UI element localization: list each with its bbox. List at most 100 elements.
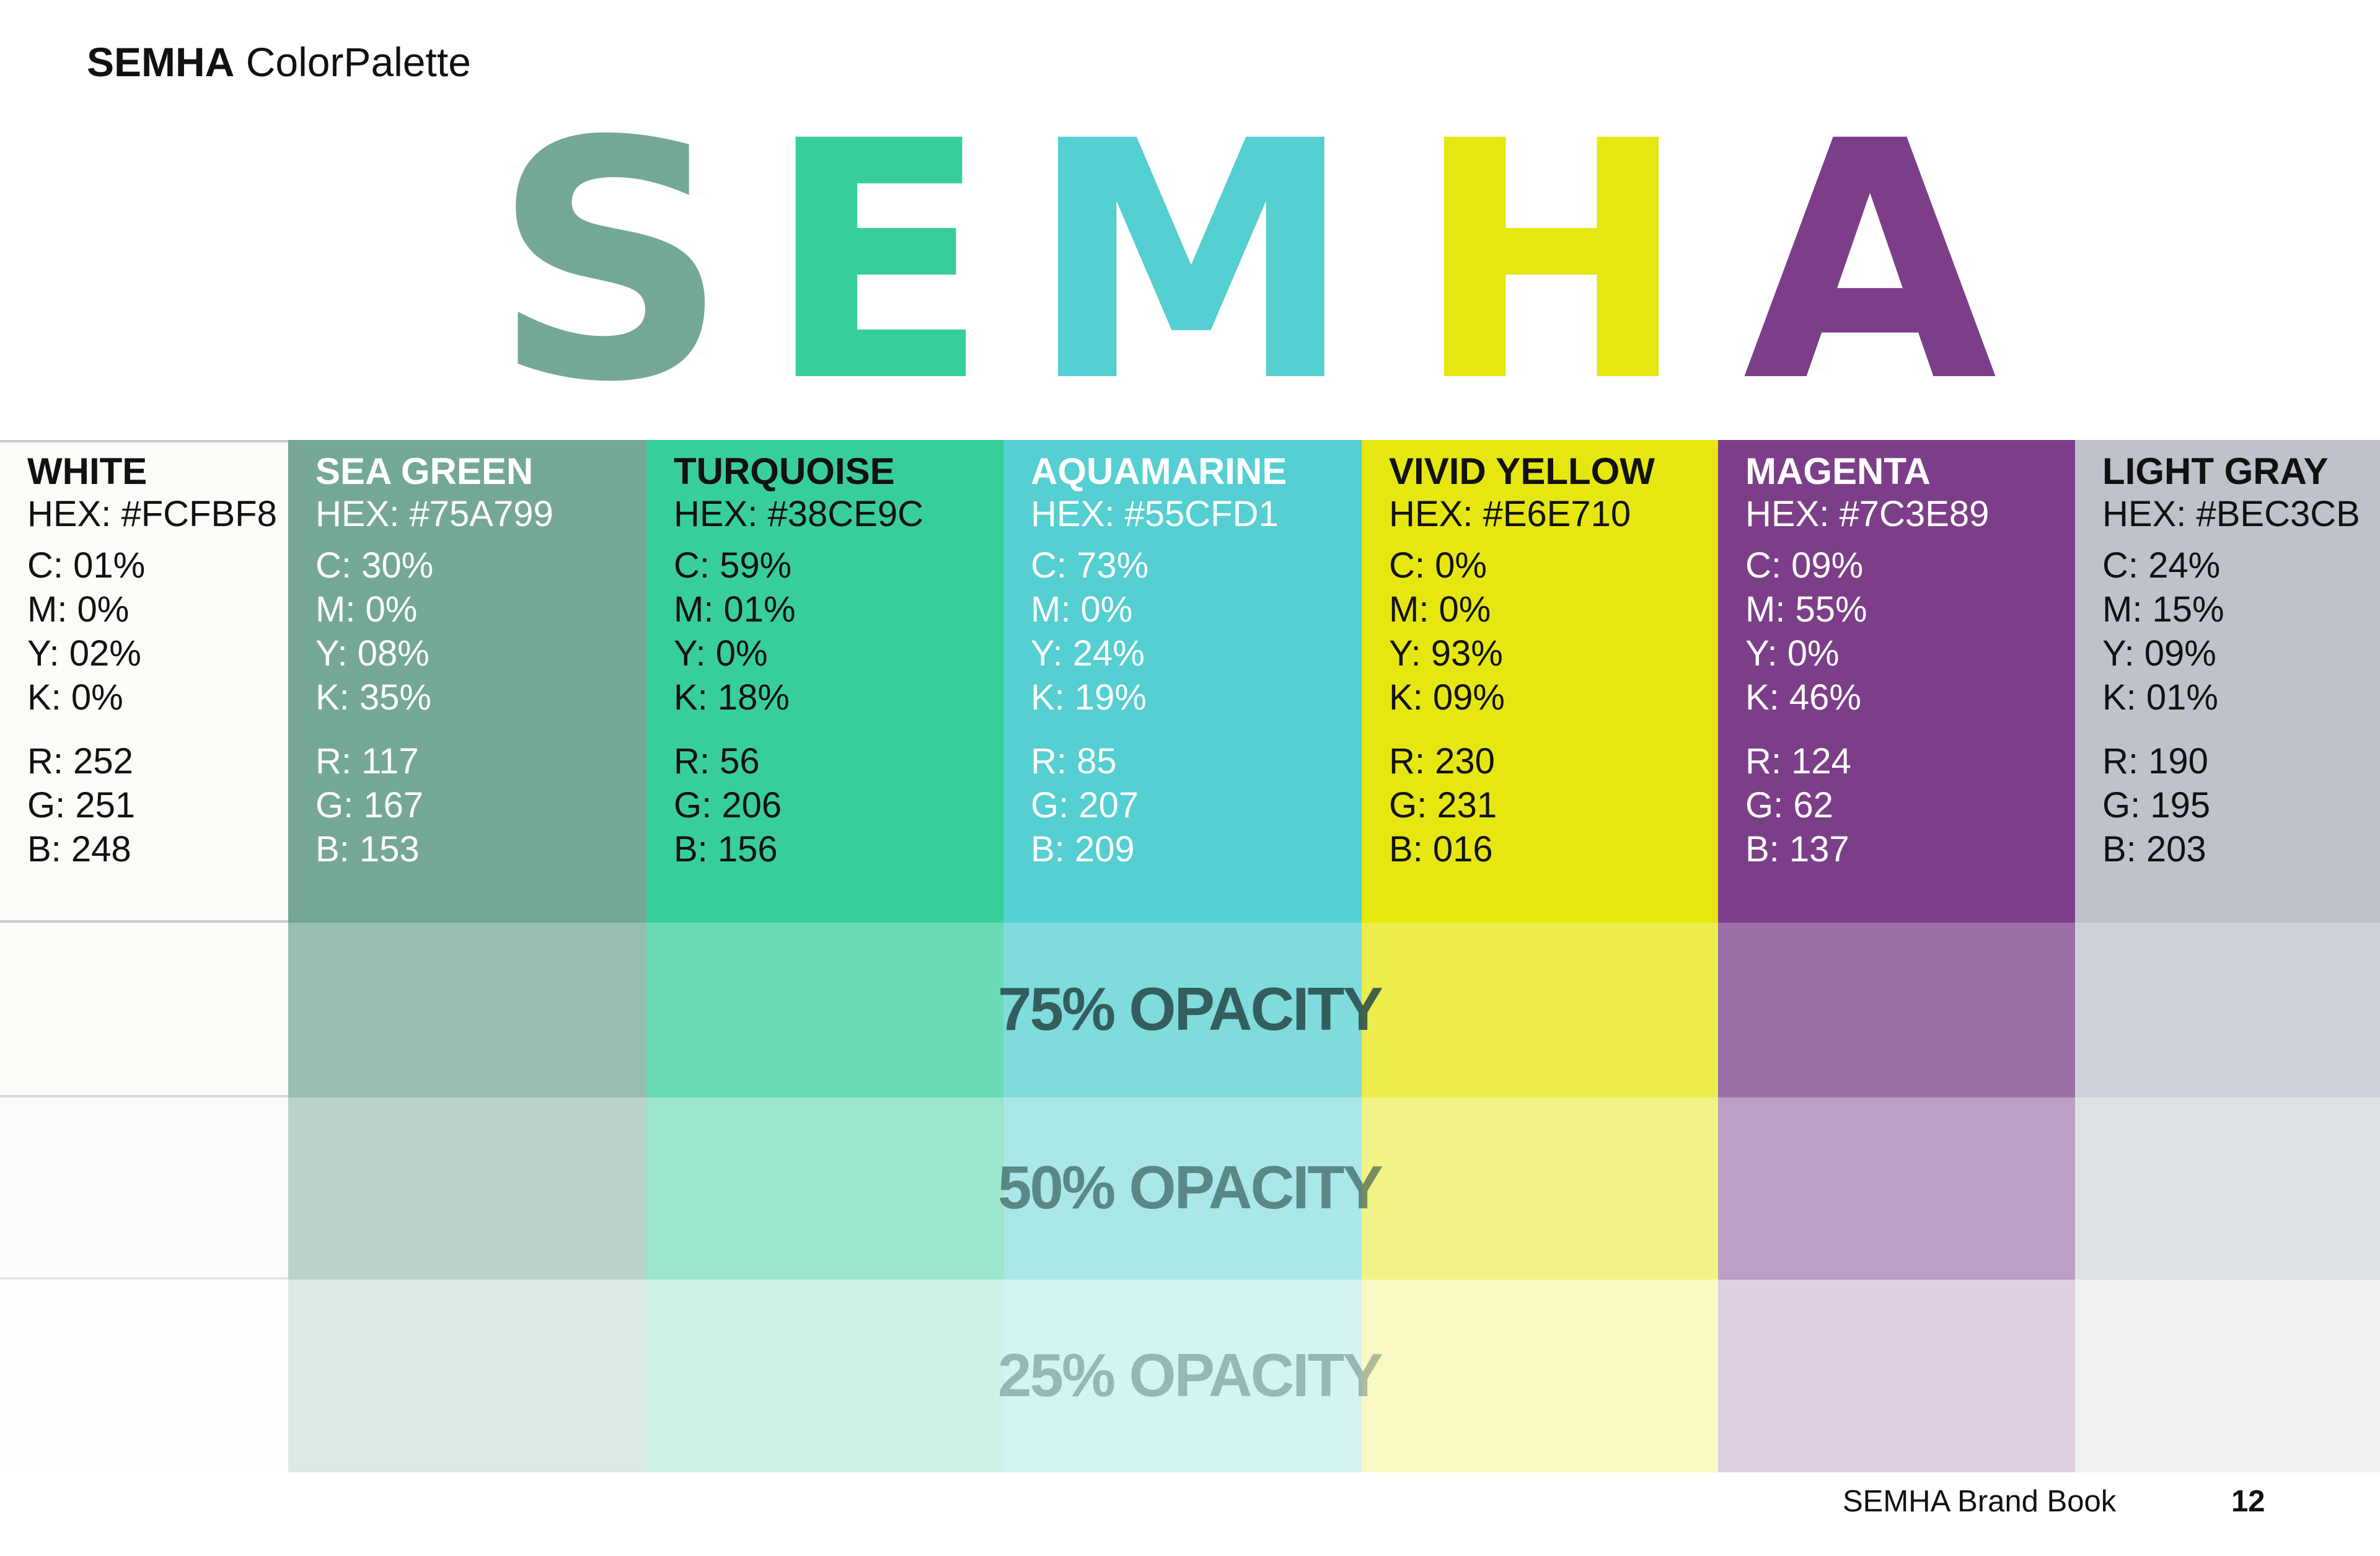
rgb-value: B: 248 <box>27 829 131 869</box>
swatch <box>1003 440 1362 923</box>
color-column: LIGHT GRAY HEX: #BEC3CB C: 24% M: 15% Y: 09%… <box>2075 440 2380 1472</box>
rgb-value: G: 167 <box>315 785 424 825</box>
color-name: TURQUOISE <box>674 451 895 492</box>
logo-letter: M <box>1028 71 1354 434</box>
opacity-swatch <box>1362 923 1718 1097</box>
opacity-swatch <box>1003 923 1362 1097</box>
color-name: SEA GREEN <box>315 451 534 492</box>
swatch <box>646 440 1003 923</box>
cmyk-value: C: 09% <box>1745 545 1864 586</box>
color-name: WHITE <box>27 451 148 492</box>
color-name: VIVID YELLOW <box>1389 451 1655 492</box>
rgb-value: B: 209 <box>1031 829 1135 869</box>
rgb-value: G: 62 <box>1745 785 1833 825</box>
color-info: VIVID YELLOW HEX: #E6E710 C: 0% M: 0% Y: 93%… <box>1389 451 1655 871</box>
opacity-swatch <box>2075 923 2380 1097</box>
opacity-swatch <box>288 1280 646 1472</box>
opacity-label: 75% OPACITY <box>998 975 1383 1043</box>
hex-code: HEX: #75A799 <box>315 494 553 534</box>
cmyk-value: Y: 02% <box>27 633 141 674</box>
opacity-swatch <box>1718 923 2075 1097</box>
opacity-swatch <box>0 1097 288 1280</box>
cmyk-value: M: 55% <box>1745 589 1867 630</box>
color-column: TURQUOISE HEX: #38CE9C C: 59% M: 01% Y: 0% K:… <box>646 440 1003 1472</box>
color-info: MAGENTA HEX: #7C3E89 C: 09% M: 55% Y: 0% K: 4… <box>1745 451 1989 871</box>
color-info: LIGHT GRAY HEX: #BEC3CB C: 24% M: 15% Y: 09%… <box>2102 451 2360 871</box>
color-name: LIGHT GRAY <box>2102 451 2329 492</box>
footer-text: SEMHA Brand Book <box>1843 1485 2117 1518</box>
header: SEMHA ColorPalette <box>87 38 471 86</box>
swatch <box>0 440 288 923</box>
rgb-value: R: 124 <box>1745 741 1851 781</box>
spacer <box>2102 719 2360 739</box>
brand: SEMHA <box>87 39 235 85</box>
swatch <box>1718 440 2075 923</box>
opacity-swatch <box>646 923 1003 1097</box>
logo-letter: S <box>492 71 729 434</box>
cmyk-value: Y: 24% <box>1031 633 1145 674</box>
cmyk-value: Y: 93% <box>1389 633 1503 674</box>
cmyk-value: M: 0% <box>1389 589 1491 630</box>
cmyk-value: K: 0% <box>27 677 123 718</box>
color-column: AQUAMARINE HEX: #55CFD1 C: 73% M: 0% Y: 24% K… <box>1003 440 1362 1472</box>
cmyk-value: C: 59% <box>674 545 792 586</box>
header-title: ColorPalette <box>245 39 471 85</box>
spacer <box>674 719 923 739</box>
rgb-value: B: 156 <box>674 829 778 869</box>
rgb-value: R: 56 <box>674 741 760 781</box>
rgb-value: B: 203 <box>2102 829 2206 869</box>
spacer <box>1389 719 1655 739</box>
opacity-swatch <box>0 923 288 1097</box>
opacity-swatch <box>1003 1097 1362 1280</box>
cmyk-value: M: 0% <box>315 589 418 630</box>
spacer <box>315 719 553 739</box>
opacity-swatch <box>2075 1280 2380 1472</box>
page-number: 12 <box>2231 1485 2265 1518</box>
cmyk-value: C: 24% <box>2102 545 2221 586</box>
rgb-value: R: 252 <box>27 741 133 781</box>
rgb-value: G: 207 <box>1031 785 1139 825</box>
rgb-value: R: 85 <box>1031 741 1117 781</box>
rgb-value: G: 231 <box>1389 785 1497 825</box>
cmyk-value: C: 01% <box>27 545 146 586</box>
cmyk-value: K: 09% <box>1389 677 1505 718</box>
opacity-swatch <box>288 1097 646 1280</box>
opacity-swatch <box>1718 1097 2075 1280</box>
spacer <box>1031 719 1287 739</box>
logo-letter: H <box>1414 71 1689 434</box>
swatch <box>1362 440 1718 923</box>
hex-code: HEX: #38CE9C <box>674 494 923 534</box>
color-name: MAGENTA <box>1745 451 1931 492</box>
logo-letter: E <box>765 71 990 434</box>
rgb-value: B: 016 <box>1389 829 1493 869</box>
opacity-label: 50% OPACITY <box>998 1153 1383 1221</box>
cmyk-value: M: 0% <box>1031 589 1133 630</box>
cmyk-value: Y: 0% <box>674 633 768 674</box>
swatch <box>2075 440 2380 923</box>
cmyk-value: K: 46% <box>1745 677 1861 718</box>
opacity-swatch <box>1362 1280 1718 1472</box>
rgb-value: R: 190 <box>2102 741 2208 781</box>
rgb-value: B: 137 <box>1745 829 1849 869</box>
color-column: WHITE HEX: #FCFBF8 C: 01% M: 0% Y: 02% K: 0% R… <box>0 440 288 1472</box>
rgb-value: G: 251 <box>27 785 136 825</box>
cmyk-value: Y: 08% <box>315 633 430 674</box>
cmyk-value: C: 30% <box>315 545 434 586</box>
cmyk-value: M: 15% <box>2102 589 2224 630</box>
hex-code: HEX: #FCFBF8 <box>27 494 277 534</box>
cmyk-value: K: 35% <box>315 677 431 718</box>
rgb-value: G: 206 <box>674 785 782 825</box>
opacity-swatch <box>1718 1280 2075 1472</box>
opacity-swatch <box>646 1097 1003 1280</box>
cmyk-value: K: 01% <box>2102 677 2218 718</box>
hex-code: HEX: #7C3E89 <box>1745 494 1990 534</box>
color-name: AQUAMARINE <box>1031 451 1287 492</box>
cmyk-value: M: 0% <box>27 589 130 630</box>
rgb-value: R: 230 <box>1389 741 1495 781</box>
color-column: VIVID YELLOW HEX: #E6E710 C: 0% M: 0% Y: 93%… <box>1362 440 1718 1472</box>
cmyk-value: C: 73% <box>1031 545 1149 586</box>
hex-code: HEX: #55CFD1 <box>1031 494 1279 534</box>
color-info: TURQUOISE HEX: #38CE9C C: 59% M: 01% Y: 0% K:… <box>674 451 923 871</box>
